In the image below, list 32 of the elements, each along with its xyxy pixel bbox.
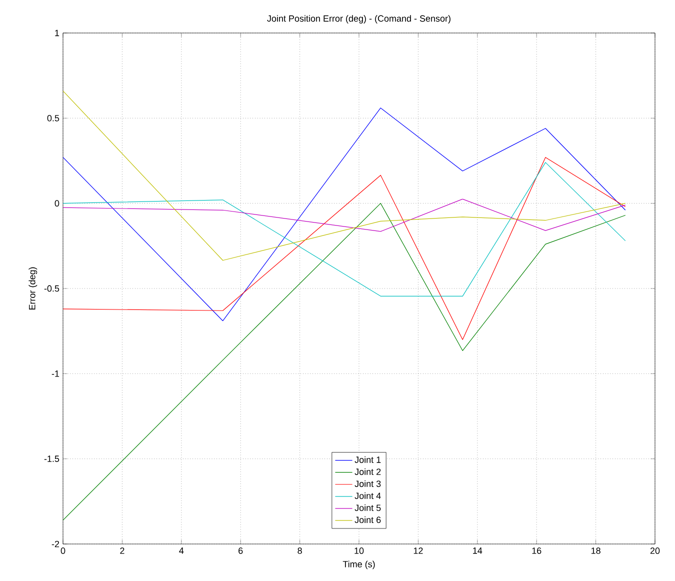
x-tick-label: 14 xyxy=(473,548,482,554)
legend-label: Joint 6 xyxy=(354,516,381,524)
legend-label: Joint 1 xyxy=(354,456,381,463)
line-series xyxy=(63,162,626,296)
x-tick-label: 0 xyxy=(60,548,66,554)
y-axis-title: Error (deg) xyxy=(28,267,38,310)
y-tick-label: 1 xyxy=(55,30,60,36)
y-tick-label: 0 xyxy=(54,200,60,207)
y-tick-label: -0.5 xyxy=(44,285,60,292)
x-axis-title: Time (s) xyxy=(342,560,375,570)
x-tick-label: 16 xyxy=(532,548,542,554)
x-tick-label: 8 xyxy=(298,548,302,554)
y-tick-label: 0.5 xyxy=(47,114,60,122)
legend-label: Joint 5 xyxy=(354,504,381,512)
y-tick-label: -2 xyxy=(52,540,60,548)
legend-label: Joint 2 xyxy=(354,468,381,475)
x-tick-label: 20 xyxy=(650,548,660,554)
x-tick-label: 4 xyxy=(179,548,184,554)
line-series xyxy=(63,157,626,340)
line-series xyxy=(63,108,626,322)
y-tick-label: -1.5 xyxy=(44,456,60,462)
legend-label: Joint 3 xyxy=(354,480,381,487)
line-series xyxy=(63,198,626,232)
x-tick-label: 18 xyxy=(591,548,600,554)
x-tick-label: 6 xyxy=(238,548,243,554)
x-tick-label: 2 xyxy=(120,548,124,554)
legend-label: Joint 4 xyxy=(354,492,381,500)
chart-title: Joint Position Error (deg) - (Comand - Sensor) xyxy=(267,15,450,24)
line-series xyxy=(63,90,626,261)
x-tick-label: 10 xyxy=(354,548,364,554)
y-tick-label: -1 xyxy=(52,370,60,377)
x-tick-label: 12 xyxy=(414,548,423,554)
